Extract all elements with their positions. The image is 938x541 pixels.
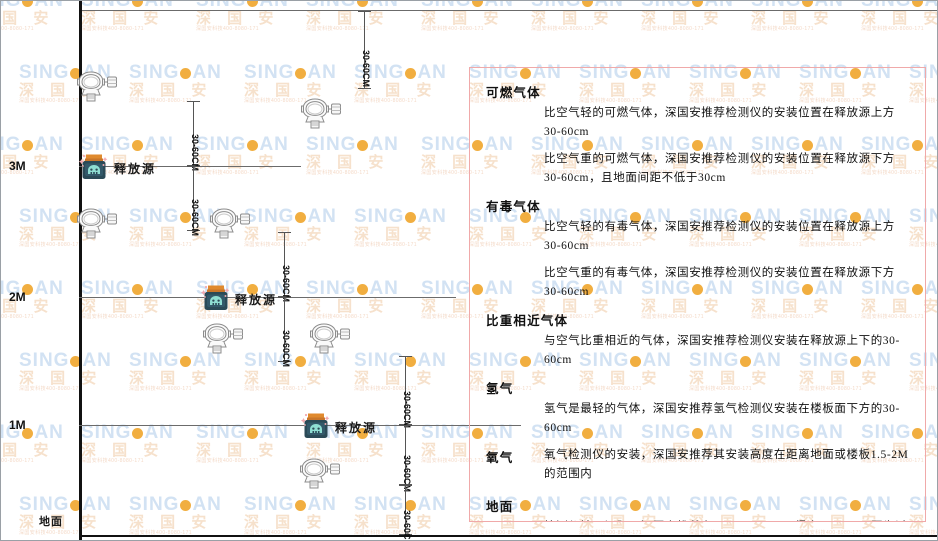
guideline-paragraph: 比空气重的有毒气体，深国安推荐检测仪的安装位置在释放源下方30-60cm	[544, 266, 895, 298]
guideline-section-body: 检测仪地面间距，深国安推荐在30-60cm，且不得小于30cm，因为过低容易水溅…	[544, 518, 911, 522]
gas-detector-icon	[73, 69, 119, 103]
dimension-5: 30-60CM	[278, 297, 304, 367]
guideline-panel: 可燃气体 比空气轻的可燃气体，深国安推荐检测仪的安装位置在释放源上方30-60cm…	[469, 67, 926, 522]
vertical-axis	[79, 1, 82, 540]
level-line-1m	[79, 425, 521, 426]
ground-label: 地面	[39, 516, 63, 528]
release-source-icon	[79, 153, 109, 181]
guideline-section-heading: 地面	[486, 499, 514, 514]
ceiling-line	[79, 10, 937, 11]
guideline-section-body: 氧气检测仪的安装，深国安推荐其安装高度在距离地面或楼板1.5-2M的范围内	[544, 446, 911, 492]
guideline-section-heading: 可燃气体	[486, 86, 541, 100]
guideline-section: 可燃气体 比空气轻的可燃气体，深国安推荐检测仪的安装位置在释放源上方30-60cm…	[486, 82, 911, 188]
gas-detector-icon	[73, 206, 119, 240]
guideline-section-heading: 比重相近气体	[486, 313, 569, 328]
dimension-label: 30-60CM	[190, 198, 200, 236]
level-line-2m	[79, 297, 456, 298]
guideline-section-heading: 氧气	[486, 450, 514, 465]
ground-line	[79, 535, 937, 537]
dimension-7: 30-60CM	[399, 425, 425, 492]
guideline-paragraph: 与空气比重相近的气体，深国安推荐检测仪安装在释放源上下的30-60cm	[544, 334, 900, 366]
dimension-2: 30-60CM	[187, 101, 213, 171]
release-source-label: 释放源	[235, 293, 278, 307]
gas-detector-icon	[296, 456, 342, 490]
release-source-icon	[301, 412, 331, 440]
guideline-section: 比重相近气体与空气比重相近的气体，深国安推荐检测仪安装在释放源上下的30-60c…	[486, 310, 911, 370]
gas-detector-icon	[199, 321, 245, 355]
dimension-label: 30-60CM	[281, 264, 291, 302]
guideline-section: 氢气氢气是最轻的气体，深国安推荐氢气检测仪安装在楼板面下方的30-60cm	[486, 378, 911, 438]
guideline-section-heading: 氢气	[486, 381, 514, 396]
guideline-paragraph: 氧气检测仪的安装，深国安推荐其安装高度在距离地面或楼板1.5-2M的范围内	[544, 448, 909, 480]
guideline-section-body: 与空气比重相近的气体，深国安推荐检测仪安装在释放源上下的30-60cm	[544, 332, 911, 370]
guideline-paragraph: 比空气轻的有毒气体，深国安推荐检测仪的安装位置在释放源上方30-60cm	[544, 220, 895, 252]
guideline-paragraph: 比空气轻的可燃气体，深国安推荐检测仪的安装位置在释放源上方30-60cm	[544, 107, 895, 138]
dimension-label: 30-60CM	[361, 50, 371, 88]
guideline-paragraph: 比空气重的可燃气体，深国安推荐检测仪的安装位置在释放源下方30-60cm，且地面…	[544, 152, 895, 184]
dimension-label: 30-60CM	[190, 133, 200, 171]
gas-detector-icon	[206, 206, 252, 240]
guideline-paragraph: 氢气是最轻的气体，深国安推荐氢气检测仪安装在楼板面下方的30-60cm	[544, 402, 900, 434]
dimension-4: 30-60CM	[278, 232, 304, 302]
release-source-label: 释放源	[335, 421, 378, 435]
dimension-8: 30-60CM	[399, 485, 425, 540]
release-source-label: 释放源	[114, 162, 157, 176]
gas-detector-icon	[306, 321, 352, 355]
guideline-section-body: 比空气轻的可燃气体，深国安推荐检测仪的安装位置在释放源上方30-60cm 比空气重…	[544, 104, 911, 188]
level-label-1m: 1M	[9, 418, 26, 432]
dimension-1: 30-60CM	[358, 11, 384, 89]
guideline-paragraph: 检测仪地面间距，深国安推荐在30-60cm，且不得小于30cm，因为过低容易水溅…	[544, 518, 911, 522]
guideline-section-body: 比空气轻的有毒气体，深国安推荐检测仪的安装位置在释放源上方30-60cm 比空气重…	[544, 218, 911, 302]
dimension-label: 30-60CM	[281, 329, 291, 367]
guideline-section: 有毒气体 比空气轻的有毒气体，深国安推荐检测仪的安装位置在释放源上方30-60cm…	[486, 196, 911, 302]
guideline-section: 氧气 氧气检测仪的安装，深国安推荐其安装高度在距离地面或楼板1.5-2M的范围内	[486, 446, 911, 492]
dimension-label: 30-60CM	[402, 390, 412, 428]
level-label-2m: 2M	[9, 290, 26, 304]
level-label-3m: 3M	[9, 159, 26, 173]
dimension-6: 30-60CM	[399, 356, 425, 428]
dimension-label: 30-60CM	[402, 510, 412, 541]
guideline-section: 地面检测仪地面间距，深国安推荐在30-60cm，且不得小于30cm，因为过低容易…	[486, 496, 911, 522]
guideline-section-heading: 有毒气体	[486, 199, 541, 214]
guideline-section-body: 氢气是最轻的气体，深国安推荐氢气检测仪安装在楼板面下方的30-60cm	[544, 400, 911, 438]
gas-detector-icon	[297, 96, 343, 130]
release-source-icon	[201, 284, 231, 312]
dimension-3: 30-60CM	[187, 166, 213, 236]
